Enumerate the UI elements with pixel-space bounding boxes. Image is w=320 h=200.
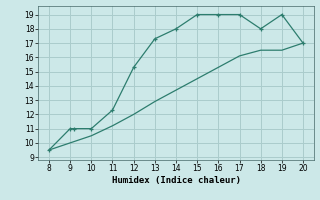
X-axis label: Humidex (Indice chaleur): Humidex (Indice chaleur) <box>111 176 241 185</box>
